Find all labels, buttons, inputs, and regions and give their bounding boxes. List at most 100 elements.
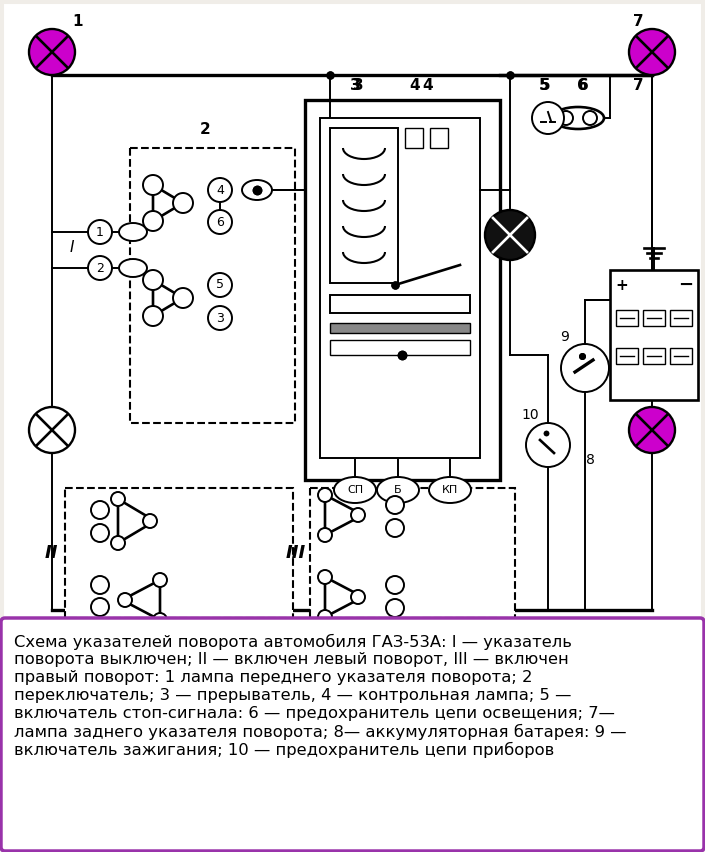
FancyBboxPatch shape: [616, 310, 638, 326]
Polygon shape: [325, 577, 363, 617]
FancyBboxPatch shape: [305, 100, 500, 480]
Circle shape: [208, 210, 232, 234]
Text: включатель стоп-сигнала: 6 — предохранитель цепи освещения; 7—: включатель стоп-сигнала: 6 — предохранит…: [14, 706, 615, 721]
Circle shape: [386, 519, 404, 537]
Circle shape: [111, 492, 125, 506]
FancyBboxPatch shape: [670, 310, 692, 326]
Circle shape: [91, 524, 109, 542]
Text: Б: Б: [394, 485, 402, 495]
Text: СП: СП: [347, 485, 363, 495]
Circle shape: [91, 576, 109, 594]
Circle shape: [485, 210, 535, 260]
Circle shape: [318, 528, 332, 542]
Ellipse shape: [242, 180, 272, 200]
Circle shape: [351, 590, 365, 604]
Text: переключатель; 3 — прерыватель, 4 — контрольная лампа; 5 —: переключатель; 3 — прерыватель, 4 — конт…: [14, 688, 571, 703]
Circle shape: [208, 306, 232, 330]
FancyBboxPatch shape: [330, 323, 470, 333]
Circle shape: [118, 593, 132, 607]
Text: Схема указателей поворота автомобиля ГАЗ-53А: I — указатель: Схема указателей поворота автомобиля ГАЗ…: [14, 634, 572, 650]
Text: II: II: [44, 544, 58, 562]
FancyBboxPatch shape: [330, 128, 398, 283]
Circle shape: [88, 220, 112, 244]
Text: 3: 3: [352, 78, 363, 93]
FancyBboxPatch shape: [5, 5, 700, 617]
Text: включатель зажигания; 10 — предохранитель цепи приборов: включатель зажигания; 10 — предохранител…: [14, 742, 554, 758]
FancyBboxPatch shape: [65, 488, 293, 618]
Text: +: +: [615, 278, 628, 292]
Circle shape: [208, 273, 232, 297]
Text: I: I: [70, 240, 74, 256]
FancyBboxPatch shape: [330, 295, 470, 313]
Text: 3: 3: [350, 78, 360, 93]
FancyBboxPatch shape: [405, 128, 423, 148]
Circle shape: [318, 570, 332, 584]
Circle shape: [173, 193, 193, 213]
Text: 4: 4: [216, 183, 224, 197]
Circle shape: [153, 573, 167, 587]
Circle shape: [29, 407, 75, 453]
Ellipse shape: [552, 107, 604, 129]
Circle shape: [143, 270, 163, 290]
Circle shape: [526, 423, 570, 467]
Text: КП: КП: [442, 485, 458, 495]
Text: 4: 4: [410, 78, 420, 93]
Text: 6: 6: [216, 216, 224, 228]
Polygon shape: [118, 499, 155, 543]
Text: 4: 4: [423, 78, 434, 93]
FancyBboxPatch shape: [616, 348, 638, 364]
Circle shape: [143, 175, 163, 195]
Circle shape: [208, 178, 232, 202]
Circle shape: [88, 256, 112, 280]
Circle shape: [173, 288, 193, 308]
Circle shape: [143, 306, 163, 326]
Circle shape: [561, 344, 609, 392]
Circle shape: [629, 407, 675, 453]
FancyBboxPatch shape: [310, 488, 515, 618]
Text: 5: 5: [539, 78, 549, 93]
Text: правый поворот: 1 лампа переднего указателя поворота; 2: правый поворот: 1 лампа переднего указат…: [14, 670, 532, 685]
Circle shape: [386, 496, 404, 514]
FancyBboxPatch shape: [670, 348, 692, 364]
FancyBboxPatch shape: [643, 310, 665, 326]
Text: 8: 8: [586, 453, 594, 467]
Text: 7: 7: [632, 78, 644, 93]
Text: поворота выключен; II — включен левый поворот, III — включен: поворота выключен; II — включен левый по…: [14, 652, 569, 667]
FancyBboxPatch shape: [320, 118, 480, 458]
Text: 10: 10: [521, 408, 539, 422]
Circle shape: [583, 111, 597, 125]
Polygon shape: [122, 580, 160, 620]
Ellipse shape: [119, 223, 147, 241]
Text: 2: 2: [96, 262, 104, 274]
Circle shape: [143, 514, 157, 528]
Text: 1: 1: [73, 14, 83, 30]
Ellipse shape: [377, 477, 419, 503]
Circle shape: [351, 508, 365, 522]
Text: 3: 3: [216, 312, 224, 325]
Circle shape: [111, 536, 125, 550]
Circle shape: [29, 29, 75, 75]
Circle shape: [559, 111, 573, 125]
Circle shape: [318, 610, 332, 624]
FancyBboxPatch shape: [1, 618, 704, 851]
Ellipse shape: [119, 259, 147, 277]
Circle shape: [143, 211, 163, 231]
Text: лампа заднего указателя поворота; 8— аккумуляторная батарея: 9 —: лампа заднего указателя поворота; 8— акк…: [14, 724, 627, 740]
FancyBboxPatch shape: [330, 340, 470, 355]
Text: 9: 9: [560, 330, 570, 344]
Ellipse shape: [429, 477, 471, 503]
Circle shape: [629, 29, 675, 75]
Text: 7: 7: [632, 14, 644, 30]
FancyBboxPatch shape: [643, 348, 665, 364]
Circle shape: [153, 613, 167, 627]
Text: −: −: [678, 276, 694, 294]
Circle shape: [386, 576, 404, 594]
Text: 6: 6: [577, 78, 587, 93]
Circle shape: [91, 598, 109, 616]
Ellipse shape: [334, 477, 376, 503]
Polygon shape: [325, 495, 363, 535]
Text: 2: 2: [200, 123, 210, 137]
Circle shape: [386, 599, 404, 617]
FancyBboxPatch shape: [610, 270, 698, 400]
Text: 6: 6: [577, 78, 589, 93]
